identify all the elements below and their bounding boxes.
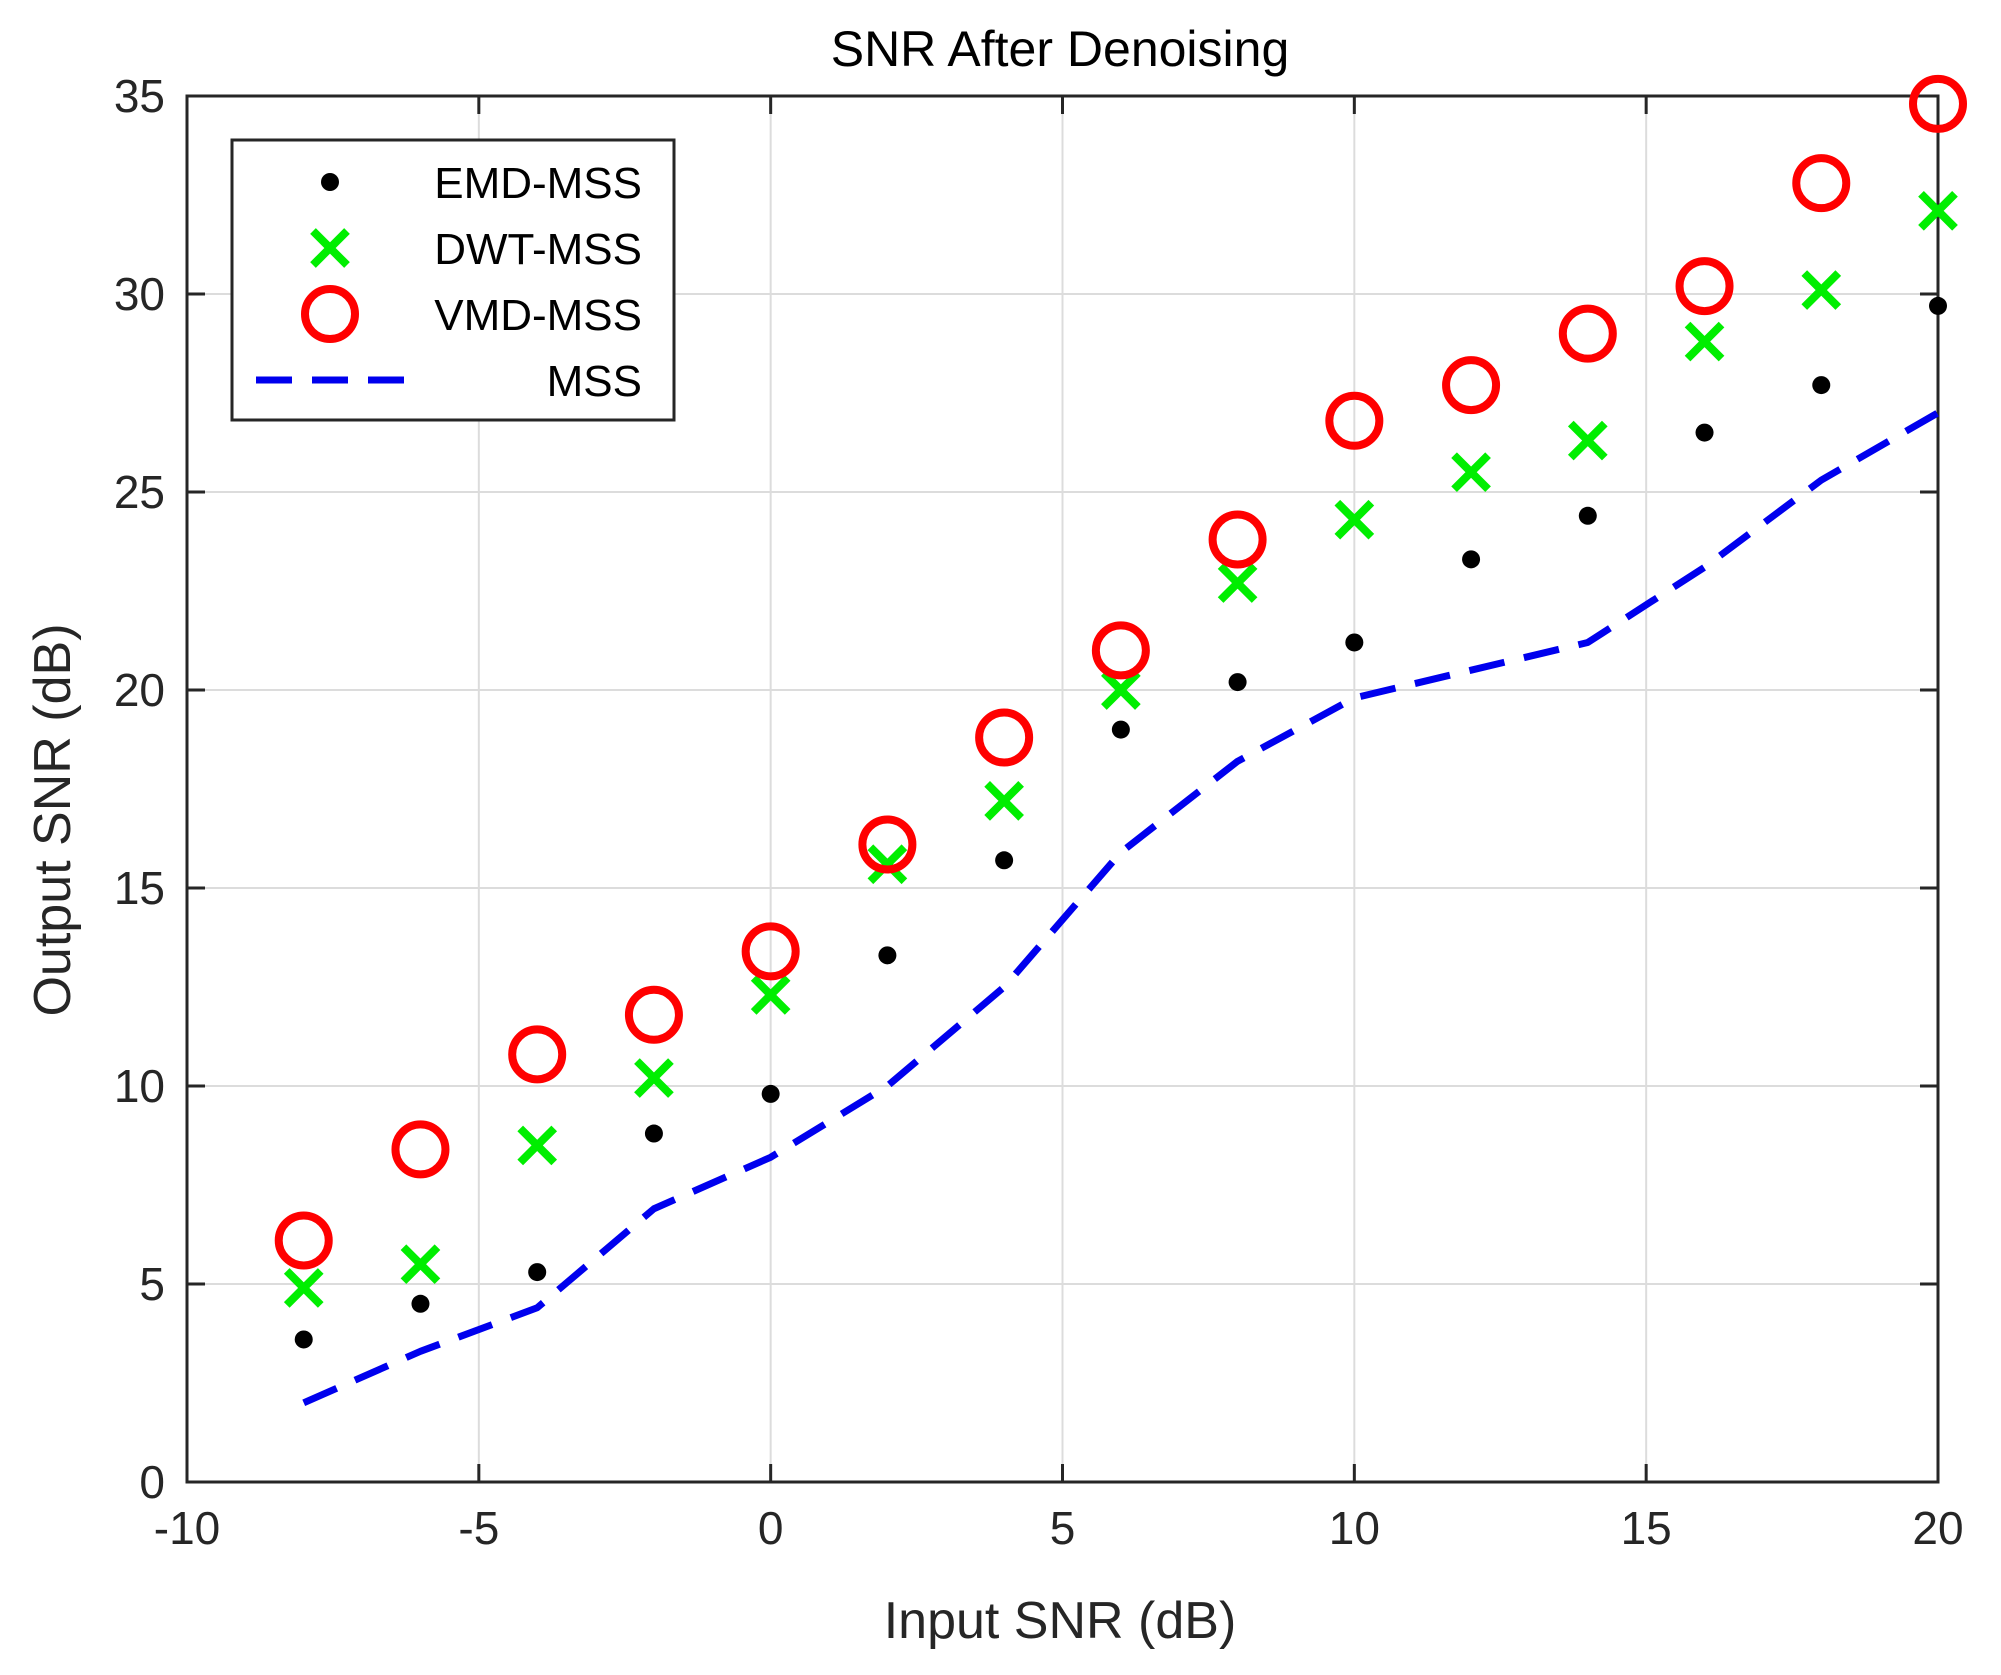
point-emd-mss bbox=[1111, 720, 1130, 739]
point-emd-mss bbox=[995, 851, 1014, 870]
y-axis-title: Output SNR (dB) bbox=[24, 623, 82, 1016]
point-vmd-mss bbox=[1558, 304, 1617, 363]
point-dwt-mss bbox=[517, 1125, 558, 1166]
point-emd-mss bbox=[294, 1330, 313, 1349]
y-tick-label: 20 bbox=[114, 664, 165, 716]
point-vmd-mss bbox=[975, 708, 1034, 767]
point-dwt-mss bbox=[984, 781, 1024, 821]
x-tick-label: -5 bbox=[458, 1502, 499, 1554]
point-emd-mss bbox=[878, 946, 897, 965]
point-vmd-mss bbox=[858, 815, 917, 874]
legend-label-mss: MSS bbox=[547, 357, 642, 406]
point-vmd-mss bbox=[1909, 74, 1967, 133]
y-tick-label: 25 bbox=[114, 466, 165, 518]
point-vmd-mss bbox=[1208, 510, 1267, 569]
point-dwt-mss bbox=[1567, 420, 1608, 461]
point-emd-mss bbox=[1228, 673, 1247, 692]
x-tick-label: 20 bbox=[1912, 1502, 1963, 1554]
legend-label-dwt-mss: DWT-MSS bbox=[434, 225, 642, 274]
x-tick-label: 15 bbox=[1621, 1502, 1672, 1554]
x-tick-label: 0 bbox=[758, 1502, 784, 1554]
point-dwt-mss bbox=[1684, 321, 1725, 362]
point-vmd-mss bbox=[624, 985, 683, 1044]
point-vmd-mss bbox=[741, 922, 800, 981]
point-emd-mss bbox=[1929, 296, 1947, 315]
chart-title: SNR After Denoising bbox=[831, 21, 1290, 77]
point-dwt-mss bbox=[400, 1244, 441, 1285]
legend-label-emd-mss: EMD-MSS bbox=[434, 159, 642, 208]
point-vmd-mss bbox=[1675, 257, 1734, 316]
legend-label-vmd-mss: VMD-MSS bbox=[434, 291, 642, 340]
point-vmd-mss bbox=[1792, 154, 1851, 213]
x-axis-title: Input SNR (dB) bbox=[884, 1592, 1237, 1650]
point-vmd-mss bbox=[274, 1211, 333, 1270]
y-tick-label: 30 bbox=[114, 268, 165, 320]
point-dwt-mss bbox=[1217, 563, 1258, 603]
point-dwt-mss bbox=[283, 1268, 324, 1308]
point-dwt-mss bbox=[750, 975, 791, 1015]
x-tick-label: 5 bbox=[1050, 1502, 1076, 1554]
y-tick-label: 0 bbox=[139, 1456, 165, 1508]
point-dwt-mss bbox=[1101, 670, 1141, 710]
legend-swatch-vmd-mss bbox=[301, 285, 359, 343]
point-vmd-mss bbox=[391, 1120, 450, 1179]
point-dwt-mss bbox=[634, 1058, 674, 1098]
x-tick-label: 10 bbox=[1329, 1502, 1380, 1554]
point-vmd-mss bbox=[1325, 391, 1384, 450]
series-layer bbox=[274, 74, 1967, 1407]
point-vmd-mss bbox=[1091, 621, 1150, 680]
point-vmd-mss bbox=[1442, 356, 1501, 415]
series-mss bbox=[302, 409, 1940, 1407]
legend-box bbox=[230, 138, 676, 422]
y-tick-label: 10 bbox=[114, 1060, 165, 1112]
point-dwt-mss bbox=[1801, 270, 1842, 310]
point-emd-mss bbox=[1812, 376, 1831, 395]
point-emd-mss bbox=[761, 1084, 780, 1103]
y-tick-label: 35 bbox=[114, 70, 165, 122]
point-emd-mss bbox=[1695, 423, 1714, 442]
y-tick-label: 15 bbox=[114, 862, 165, 914]
y-tick-label: 5 bbox=[139, 1258, 165, 1310]
series-line-mss bbox=[302, 409, 1940, 1407]
series-dwt-mss bbox=[283, 191, 1958, 1308]
point-emd-mss bbox=[1345, 633, 1364, 652]
point-emd-mss bbox=[644, 1124, 663, 1143]
grid-layer bbox=[187, 96, 1938, 1482]
legend-swatch-emd-mss bbox=[321, 173, 339, 191]
point-dwt-mss bbox=[1334, 499, 1375, 540]
series-emd-mss bbox=[294, 296, 1947, 1349]
point-dwt-mss bbox=[1918, 191, 1958, 231]
legend: EMD-MSS DWT-MSS VMD-MSS MSS bbox=[230, 138, 676, 422]
point-emd-mss bbox=[1578, 506, 1597, 525]
axes-layer: -10 -5 0 5 10 15 20 0 5 10 15 20 25 30 35 bbox=[114, 70, 1964, 1554]
point-dwt-mss bbox=[1451, 452, 1491, 493]
point-dwt-mss bbox=[867, 844, 908, 885]
point-emd-mss bbox=[1462, 550, 1481, 569]
x-tick-label: -10 bbox=[154, 1502, 220, 1554]
point-vmd-mss bbox=[508, 1025, 567, 1084]
series-vmd-mss bbox=[274, 74, 1967, 1270]
point-emd-mss bbox=[411, 1294, 430, 1313]
point-emd-mss bbox=[528, 1263, 547, 1282]
legend-swatch-dwt-mss bbox=[310, 228, 350, 268]
